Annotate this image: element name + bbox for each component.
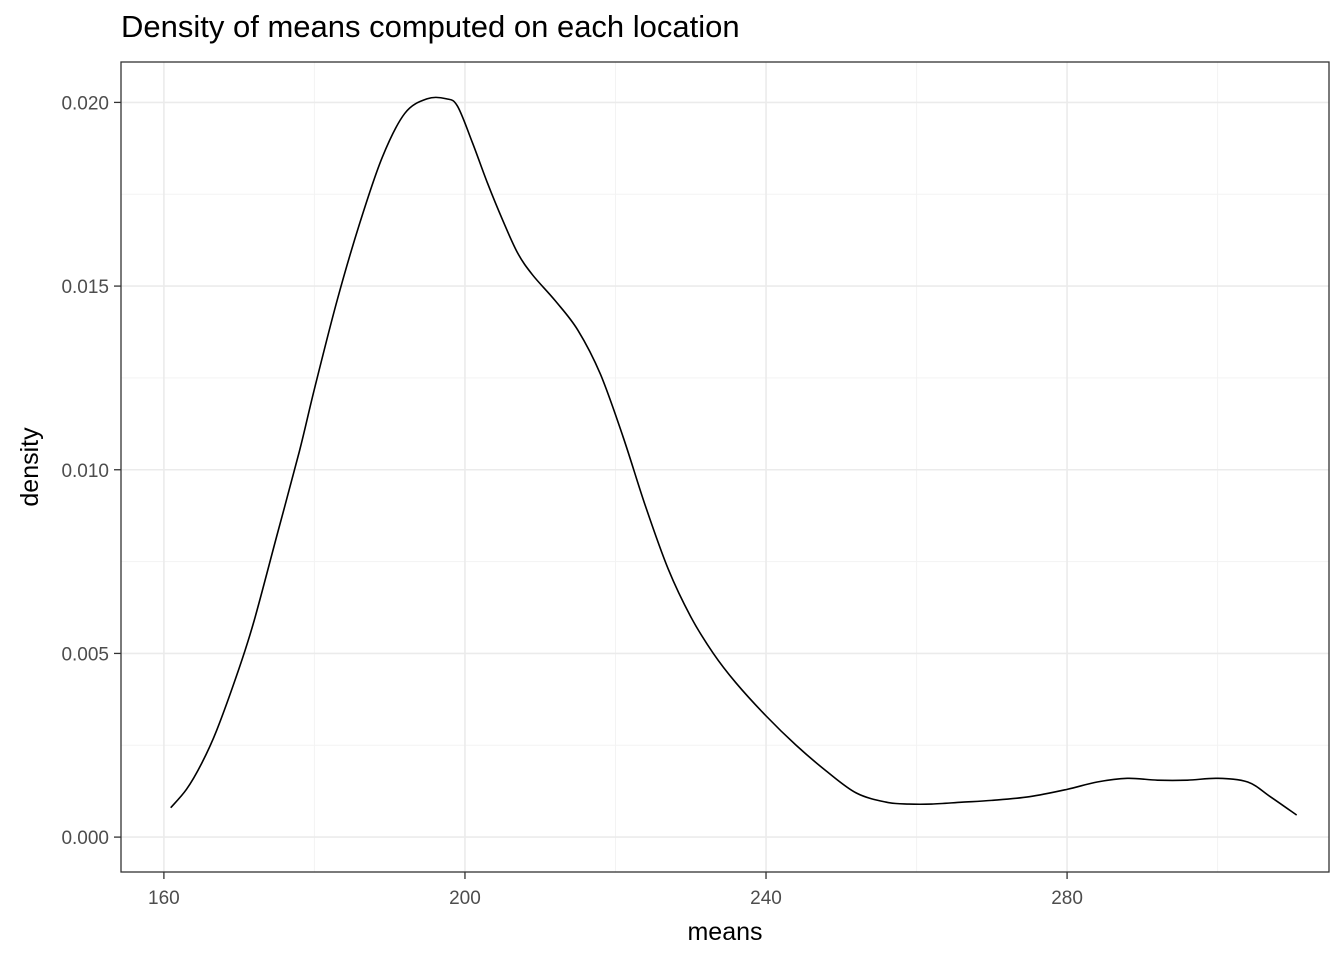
x-axis-title: means xyxy=(687,918,762,946)
x-tick-label: 280 xyxy=(1051,888,1083,909)
x-axis: 160 200 240 280 xyxy=(148,872,1083,909)
y-axis: 0.000 0.005 0.010 0.015 0.020 xyxy=(61,93,121,849)
major-gridlines xyxy=(121,62,1329,872)
x-tick-label: 160 xyxy=(148,888,180,909)
panel-border xyxy=(120,61,1330,873)
y-tick-label: 0.000 xyxy=(61,828,109,849)
y-tick-label: 0.020 xyxy=(61,93,109,114)
chart-title: Density of means computed on each locati… xyxy=(121,9,740,44)
plot-panel xyxy=(121,62,1329,872)
x-tick-label: 240 xyxy=(750,888,782,909)
y-tick-label: 0.010 xyxy=(61,461,109,482)
minor-gridlines xyxy=(121,62,1329,872)
y-tick-label: 0.015 xyxy=(61,277,109,298)
density-curve xyxy=(170,96,1298,816)
x-tick-label: 200 xyxy=(449,888,481,909)
y-axis-title: density xyxy=(16,427,44,507)
y-tick-label: 0.005 xyxy=(61,644,109,665)
